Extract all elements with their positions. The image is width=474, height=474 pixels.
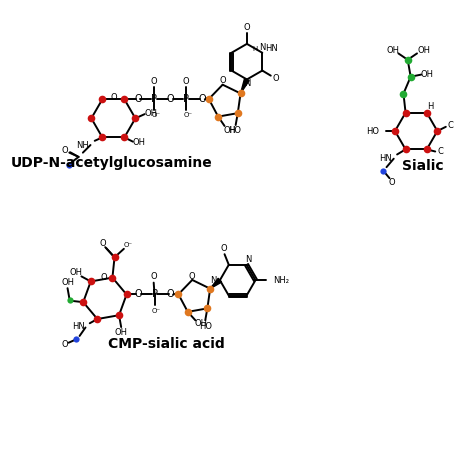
Text: HN: HN — [72, 322, 85, 331]
Text: O: O — [189, 272, 196, 281]
Text: P: P — [183, 94, 189, 104]
Polygon shape — [210, 278, 221, 289]
Text: O: O — [388, 178, 395, 187]
Text: OH: OH — [420, 70, 433, 79]
Text: O⁻: O⁻ — [152, 308, 161, 314]
Text: O: O — [151, 77, 157, 86]
Text: O: O — [62, 146, 68, 155]
Text: O: O — [150, 272, 157, 281]
Text: O: O — [199, 94, 206, 104]
Text: CMP-sialic acid: CMP-sialic acid — [108, 337, 225, 351]
Text: O: O — [166, 94, 174, 104]
Text: O: O — [135, 290, 142, 300]
Text: OH: OH — [61, 278, 74, 287]
Text: O: O — [100, 239, 107, 248]
Text: OH: OH — [386, 46, 400, 55]
Text: O: O — [100, 273, 107, 282]
Text: OH: OH — [224, 126, 237, 135]
Text: P: P — [151, 94, 157, 104]
Text: C: C — [438, 147, 443, 156]
Text: HN: HN — [379, 154, 392, 163]
Text: O: O — [219, 76, 226, 85]
Text: O⁻: O⁻ — [152, 112, 161, 118]
Text: H: H — [252, 46, 257, 53]
Text: N: N — [244, 79, 250, 88]
Text: O: O — [134, 94, 142, 104]
Text: Sialic: Sialic — [401, 159, 443, 173]
Text: OH: OH — [145, 109, 157, 118]
Text: N: N — [210, 276, 217, 285]
Text: O: O — [272, 73, 279, 82]
Text: N: N — [246, 255, 252, 264]
Text: O: O — [183, 77, 190, 86]
Text: O: O — [110, 92, 117, 101]
Text: O: O — [167, 290, 174, 300]
Text: O: O — [61, 340, 68, 349]
Text: O⁻: O⁻ — [184, 112, 193, 118]
Text: N: N — [259, 43, 265, 52]
Text: HO: HO — [366, 127, 379, 136]
Text: O⁻: O⁻ — [124, 242, 133, 248]
Text: NH: NH — [76, 140, 88, 149]
Text: OH: OH — [115, 328, 128, 337]
Text: NH₂: NH₂ — [273, 276, 289, 285]
Text: HO: HO — [199, 322, 212, 331]
Text: C: C — [448, 121, 454, 130]
Text: OH: OH — [417, 46, 430, 55]
Text: OH: OH — [133, 138, 146, 147]
Text: UDP-N-acetylglucosamine: UDP-N-acetylglucosamine — [10, 156, 212, 170]
Text: OH: OH — [69, 268, 82, 277]
Text: H: H — [427, 102, 433, 111]
Text: P: P — [152, 290, 157, 300]
Text: HO: HO — [228, 127, 241, 136]
Text: OH: OH — [195, 319, 208, 328]
Text: O: O — [244, 23, 250, 32]
Polygon shape — [240, 78, 249, 93]
Text: O: O — [220, 244, 227, 253]
Text: HN: HN — [265, 44, 278, 53]
